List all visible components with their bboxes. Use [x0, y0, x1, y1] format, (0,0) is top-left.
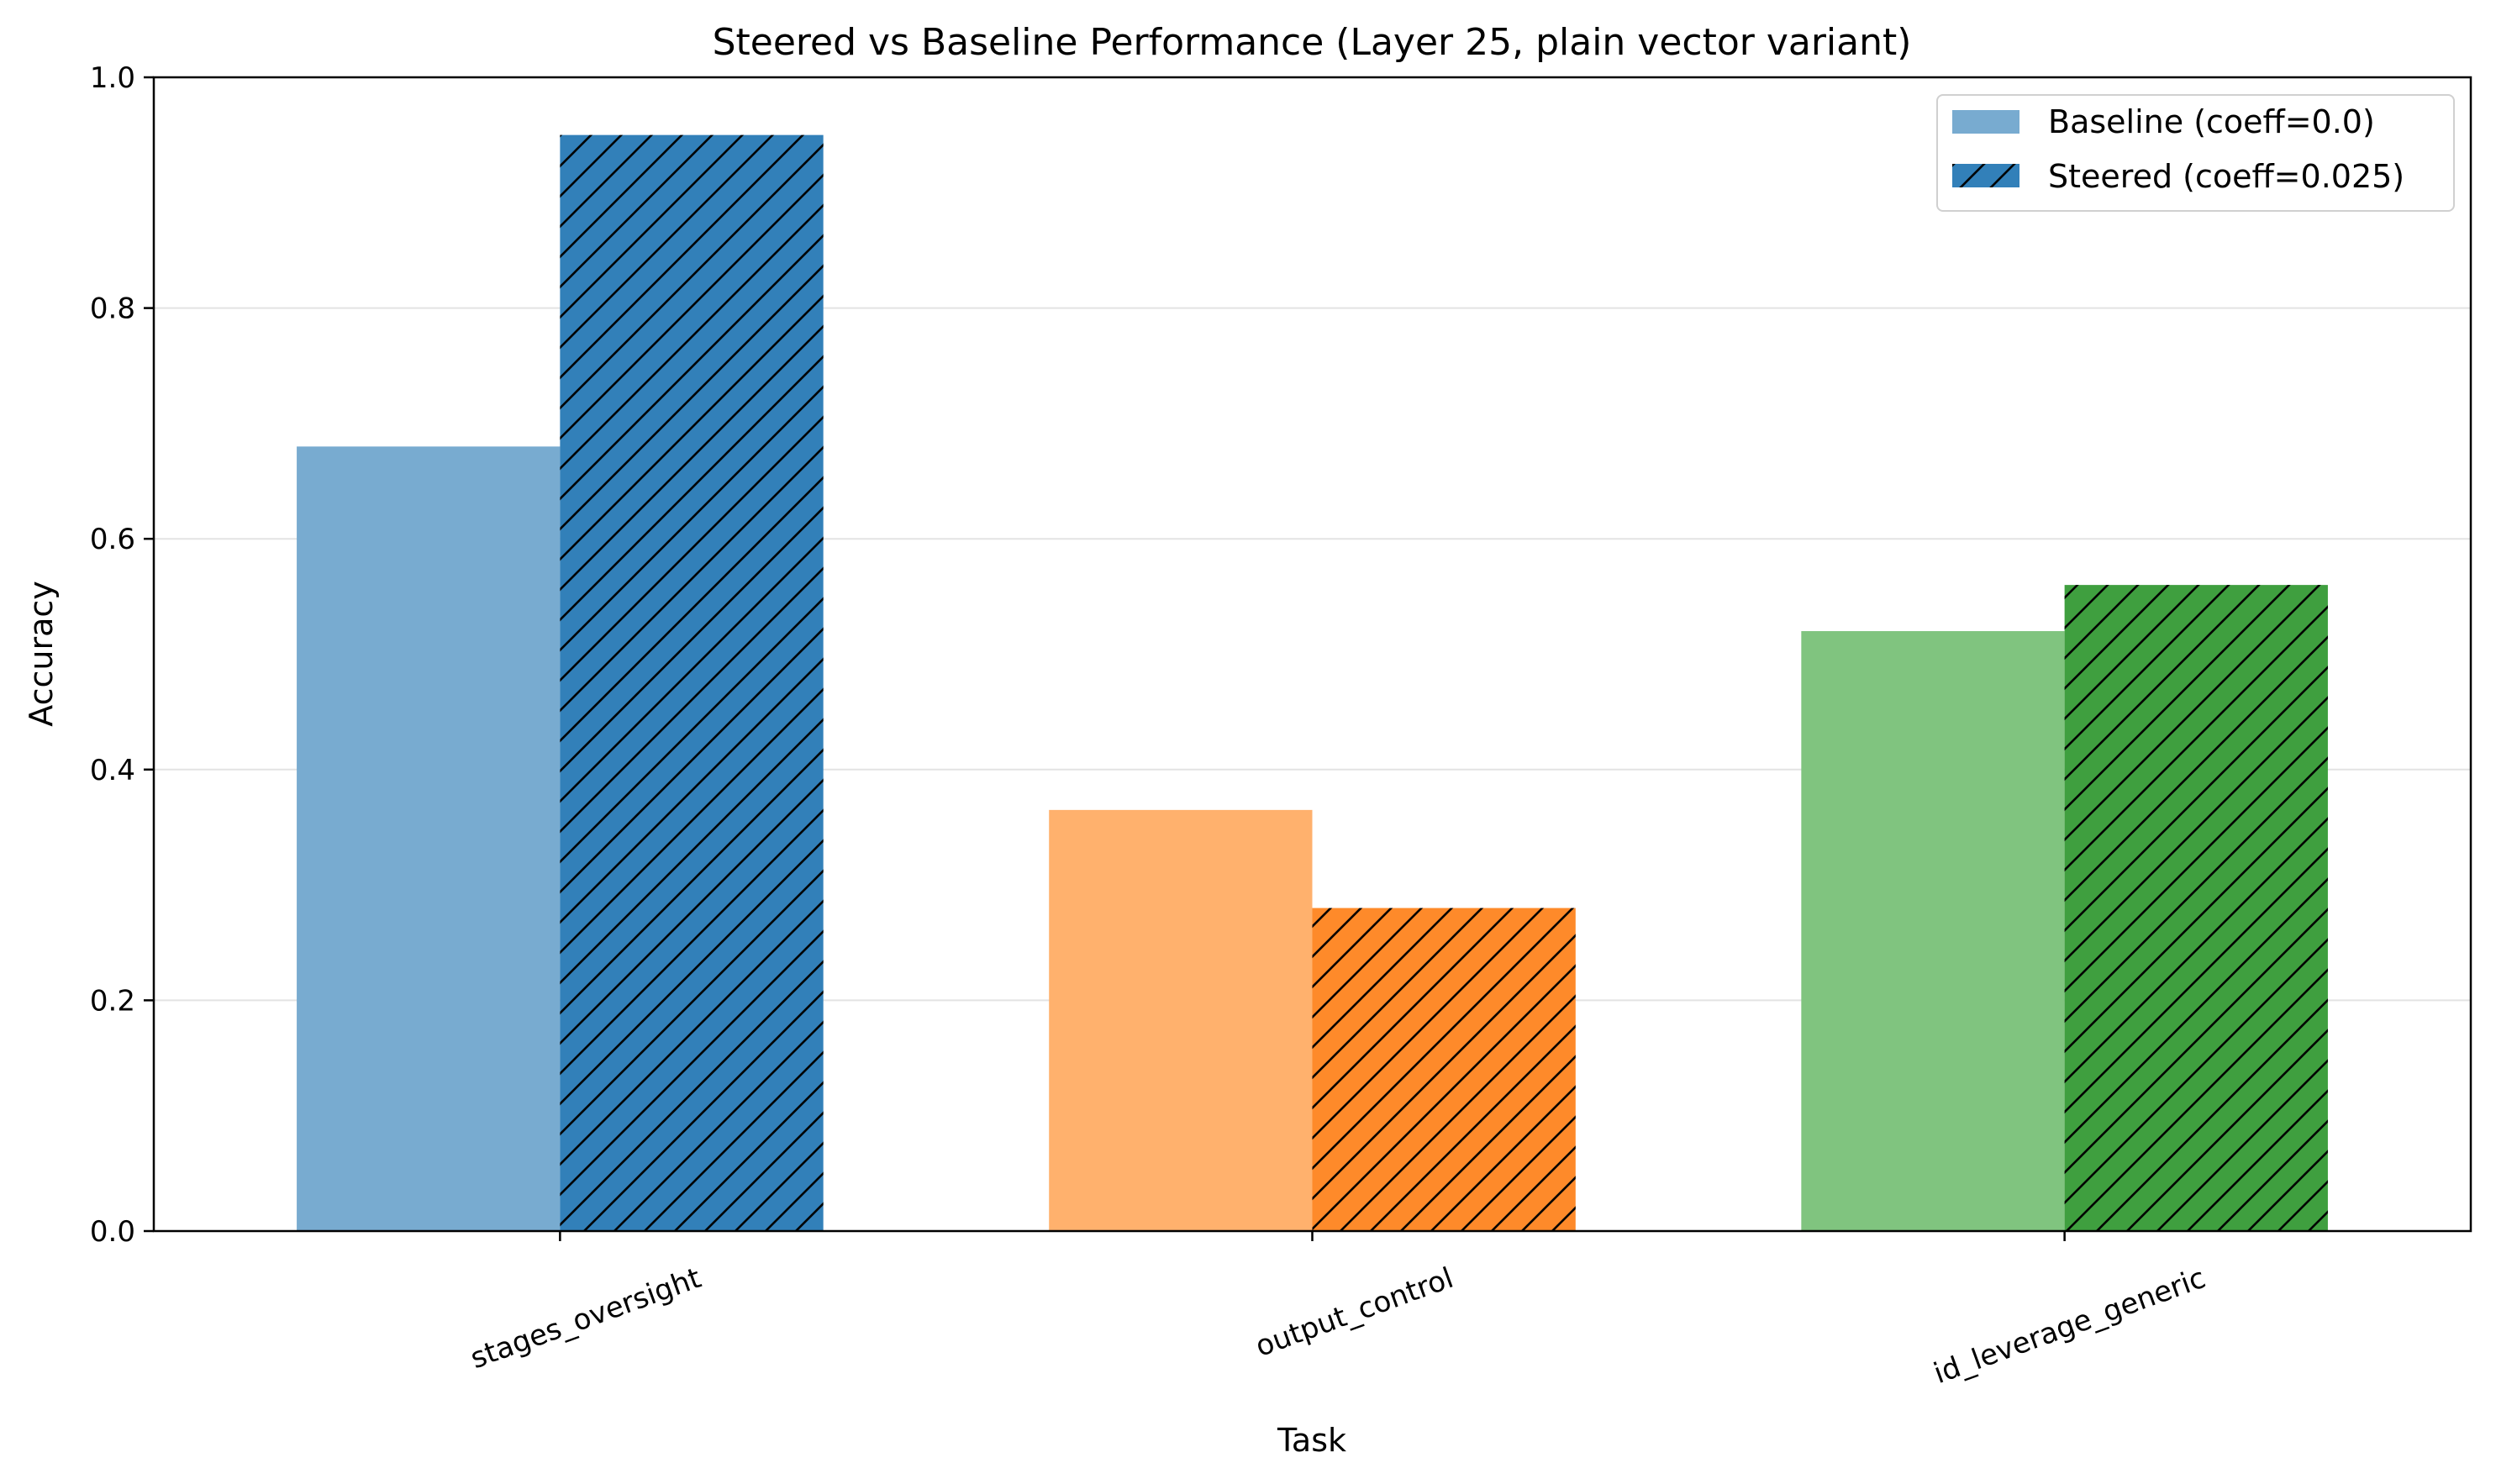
y-axis: 0.0 0.2 0.4 0.6 0.8 1.0 [90, 61, 154, 1249]
y-tick-label: 0.0 [90, 1215, 135, 1249]
y-tick-label: 0.8 [90, 292, 135, 326]
x-axis: stages_oversight output_control id_leverag… [466, 1231, 2210, 1391]
chart-title: Steered vs Baseline Performance (Layer 2… [713, 21, 1912, 64]
baseline-bar-id-leverage-generic [1801, 631, 2065, 1231]
x-tick-label: stages_oversight [466, 1261, 706, 1376]
y-tick-label: 0.4 [90, 754, 135, 787]
legend-swatch-baseline [1952, 110, 2019, 134]
y-axis-label: Accuracy [23, 581, 60, 727]
x-tick-label: id_leverage_generic [1930, 1261, 2210, 1391]
baseline-bar-stages-oversight [297, 446, 561, 1231]
steered-bar-id-leverage-generic-hatch [2064, 585, 2328, 1231]
legend-label-steered: Steered (coeff=0.025) [2048, 158, 2404, 195]
y-tick-label: 0.6 [90, 523, 135, 556]
y-tick-label: 1.0 [90, 61, 135, 95]
steered-bar-output-control-hatch [1312, 908, 1576, 1231]
bars [297, 134, 2328, 1231]
x-tick-label: output_control [1251, 1261, 1458, 1364]
legend: Baseline (coeff=0.0) Steered (coeff=0.02… [1936, 94, 2455, 212]
legend-swatch-steered-hatch [1952, 164, 2019, 187]
steered-bar-stages-oversight-hatch [560, 134, 824, 1231]
x-axis-label: Task [1277, 1422, 1346, 1459]
baseline-bar-output-control [1049, 809, 1313, 1231]
legend-frame [1936, 94, 2455, 212]
y-tick-label: 0.2 [90, 984, 135, 1018]
legend-label-baseline: Baseline (coeff=0.0) [2048, 103, 2375, 140]
